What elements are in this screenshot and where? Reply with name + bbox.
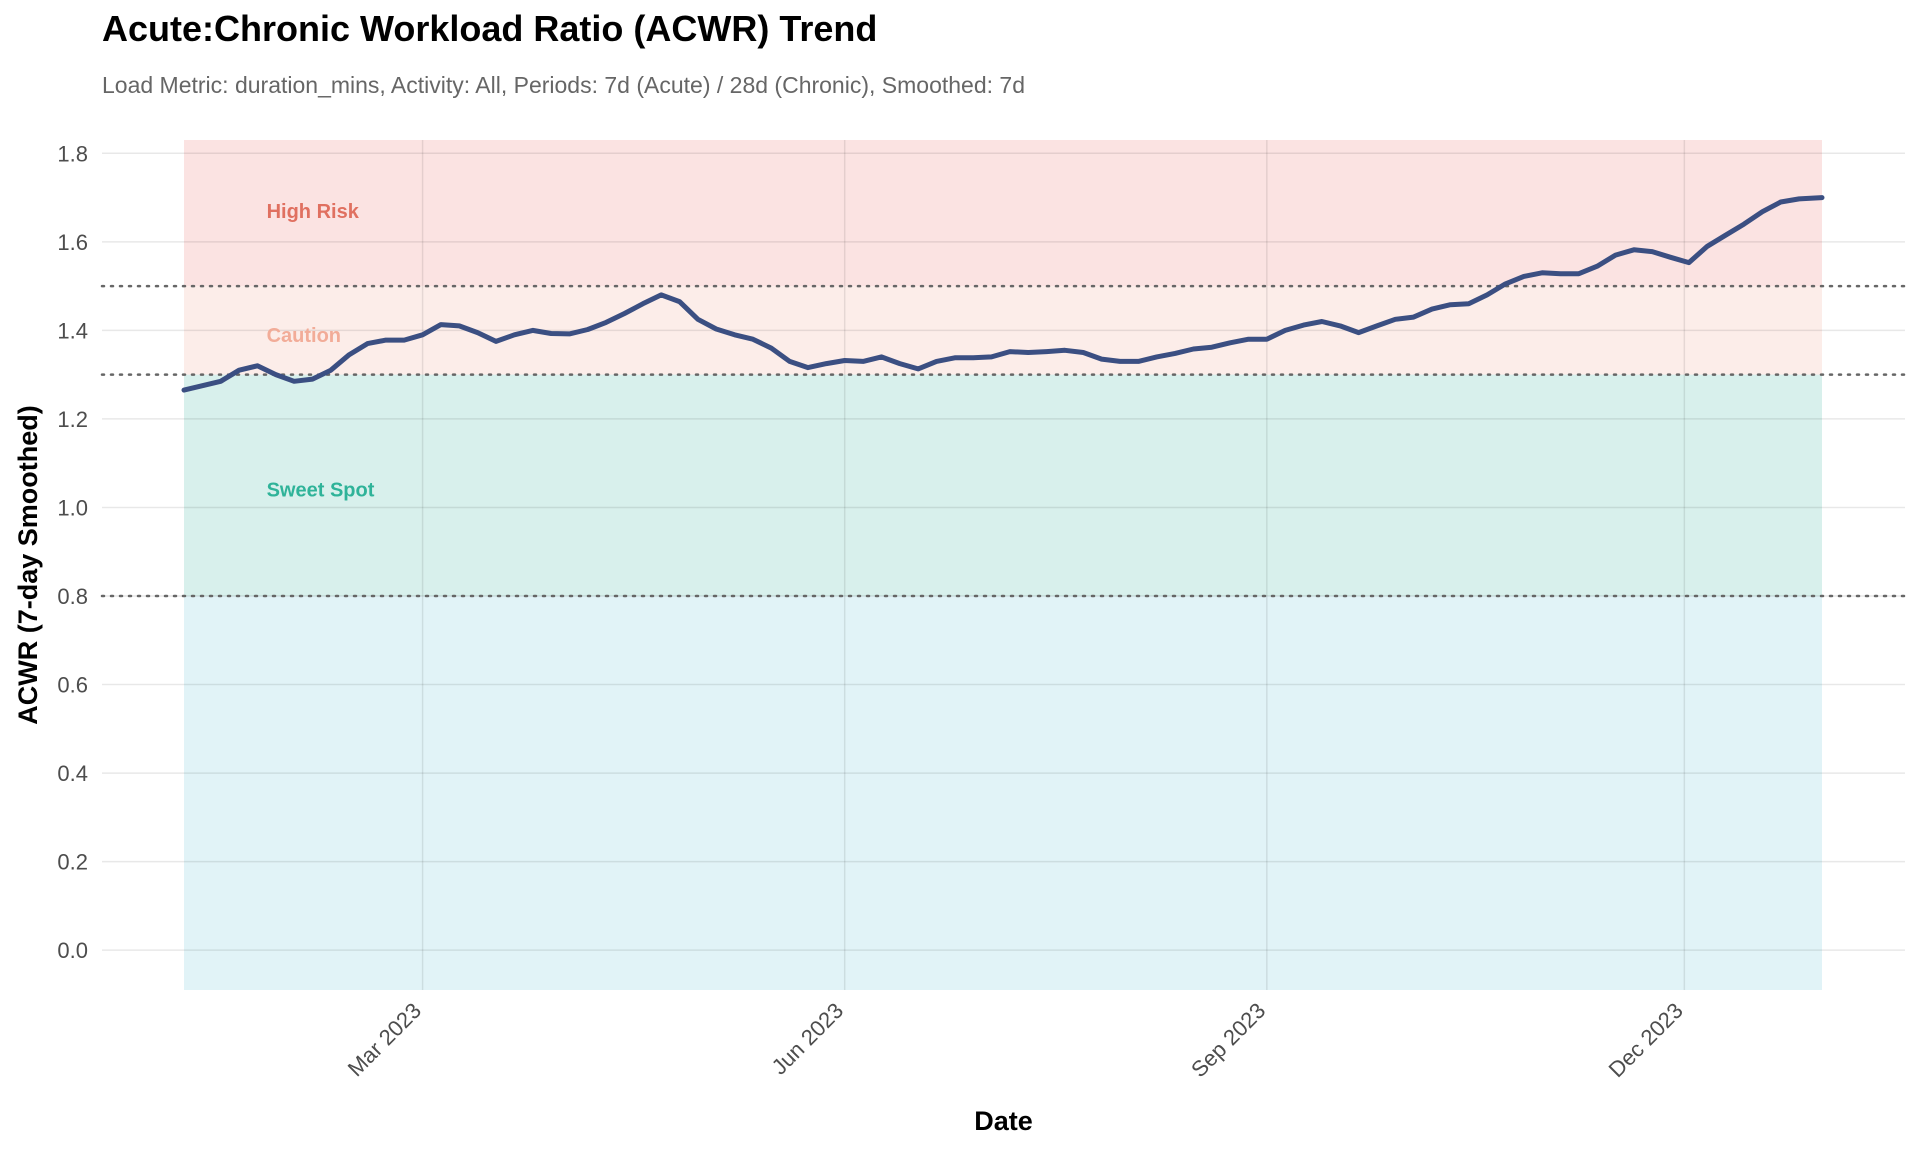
acwr-series-line — [181, 195, 1825, 393]
zone-band-1 — [184, 374, 1822, 596]
zone-label-high-risk: High Risk — [267, 201, 360, 223]
y-tick-label: 0.8 — [57, 584, 88, 609]
x-tick-label: Mar 2023 — [343, 998, 426, 1081]
y-tick-label: 0.6 — [57, 673, 88, 698]
x-tick-label: Dec 2023 — [1604, 998, 1688, 1082]
zone-band-3 — [184, 140, 1822, 287]
x-tick-labels: Mar 2023 Jun 2023 Sep 2023 Dec 2023 — [343, 998, 1688, 1082]
zone-band-2 — [184, 286, 1822, 375]
x-tick-label: Sep 2023 — [1186, 998, 1270, 1082]
series-layer — [181, 195, 1825, 393]
y-tick-label: 0.4 — [57, 761, 88, 786]
y-tick-label: 1.8 — [57, 141, 88, 166]
y-tick-label: 0.0 — [57, 938, 88, 963]
y-tick-label: 1.6 — [57, 230, 88, 255]
chart-subtitle: Load Metric: duration_mins, Activity: Al… — [102, 72, 1025, 98]
y-tick-label: 0.2 — [57, 850, 88, 875]
x-axis-title: Date — [974, 1106, 1033, 1136]
zone-label-caution: Caution — [267, 325, 341, 347]
zone-label-sweet-spot: Sweet Spot — [267, 480, 375, 502]
zones-layer — [184, 140, 1822, 991]
y-tick-label: 1.4 — [57, 318, 88, 343]
y-tick-label: 1.2 — [57, 407, 88, 432]
annotation-layer: High Risk Caution Sweet Spot — [267, 201, 375, 502]
threshold-layer — [100, 284, 1907, 598]
y-axis-title: ACWR (7-day Smoothed) — [13, 405, 43, 725]
chart-title: Acute:Chronic Workload Ratio (ACWR) Tren… — [102, 8, 878, 49]
x-tick-label: Jun 2023 — [767, 998, 849, 1080]
y-tick-label: 1.0 — [57, 495, 88, 520]
y-tick-labels: 0.0 0.2 0.4 0.6 0.8 1.0 1.2 1.4 1.6 1.8 — [57, 141, 88, 963]
